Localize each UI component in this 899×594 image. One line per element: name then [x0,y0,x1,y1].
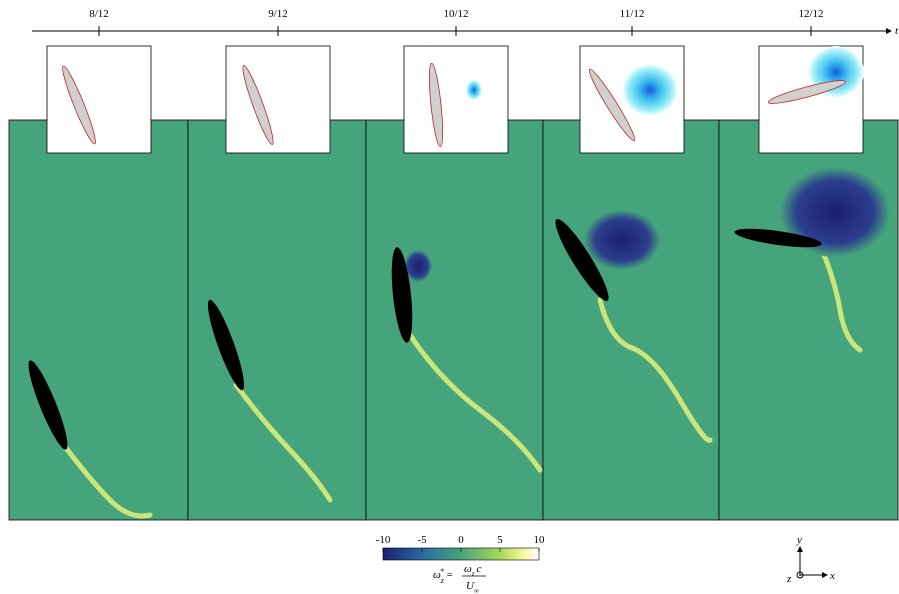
time-label: 9/12 [268,8,288,20]
inset [404,46,508,153]
colorbar-tick-label: 5 [497,534,503,546]
y-arrow-head [797,546,803,552]
inset-vortex [622,64,678,116]
inset-vortex [466,80,482,100]
colorbar-tick-label: 10 [534,534,546,546]
lhs-sup: * [440,567,444,576]
inset [226,46,330,153]
x-label: x [829,570,835,582]
flow-panel [366,120,543,520]
denominator: U∞ [466,580,479,594]
flow-panel [543,120,719,520]
equals: = [447,569,453,581]
time-label: 12/12 [798,8,823,20]
num-sub: z [471,570,475,578]
time-label: 10/12 [443,8,468,20]
time-label: 11/12 [620,8,645,20]
colorbar-label: ωz* = [433,567,453,585]
lhs-sub: z [440,576,445,585]
colorbar-tick-label: -5 [417,534,427,546]
den-sub: ∞ [474,587,479,594]
inset [47,46,151,153]
time-arrow [886,28,892,34]
z-dot [799,574,801,576]
y-label: y [796,534,802,546]
colorbar-tick-label: -10 [376,534,391,546]
figure: t 8/129/1210/1211/1212/12 ωz* = ωzc U∞ y… [0,0,899,594]
time-axis-label: t [895,25,899,37]
x-arrow-head [822,572,828,578]
z-label: z [786,573,792,585]
vortex [584,210,660,270]
colorbar-tick-label: 0 [458,534,464,546]
num-rest: c [477,563,482,575]
flow-panel [9,120,188,520]
time-label: 8/12 [89,8,109,20]
